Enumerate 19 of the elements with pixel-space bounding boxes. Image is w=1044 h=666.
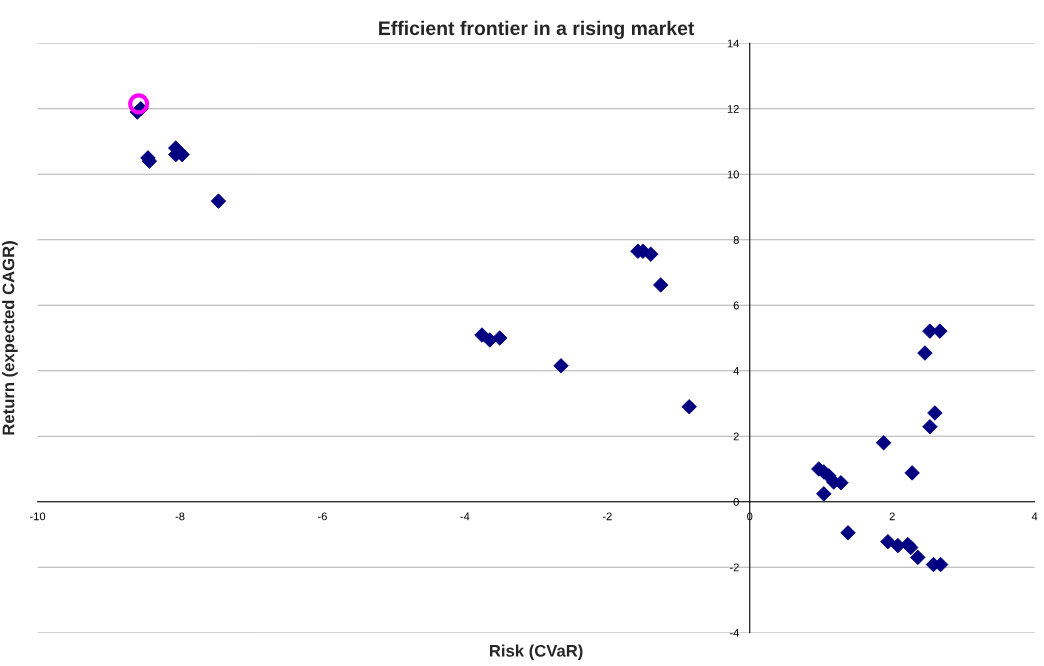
y-tick-label: -2 xyxy=(729,563,739,572)
chart-title: Efficient frontier in a rising market xyxy=(379,20,695,40)
x-tick-label: -2 xyxy=(602,512,612,521)
x-axis-title: Risk (CVaR) xyxy=(489,644,583,661)
y-tick-label: 2 xyxy=(733,432,739,441)
y-tick-label: 8 xyxy=(733,236,739,244)
y-axis-title: Return (expected CAGR) xyxy=(2,241,18,435)
x-tick-label: 2 xyxy=(889,512,895,521)
x-tick-label: 4 xyxy=(1031,512,1038,521)
x-tick-label: -8 xyxy=(175,512,185,521)
y-tick-label: 10 xyxy=(727,170,739,179)
y-tick-label: 12 xyxy=(727,105,739,113)
y-tick-label: -4 xyxy=(729,629,739,637)
x-tick-label: -6 xyxy=(318,512,327,521)
y-tick-label: 14 xyxy=(727,39,739,48)
y-tick-label: 4 xyxy=(733,367,739,375)
x-tick-label: -10 xyxy=(30,512,46,521)
x-tick-label: -4 xyxy=(460,512,470,521)
y-tick-label: 6 xyxy=(733,301,739,310)
